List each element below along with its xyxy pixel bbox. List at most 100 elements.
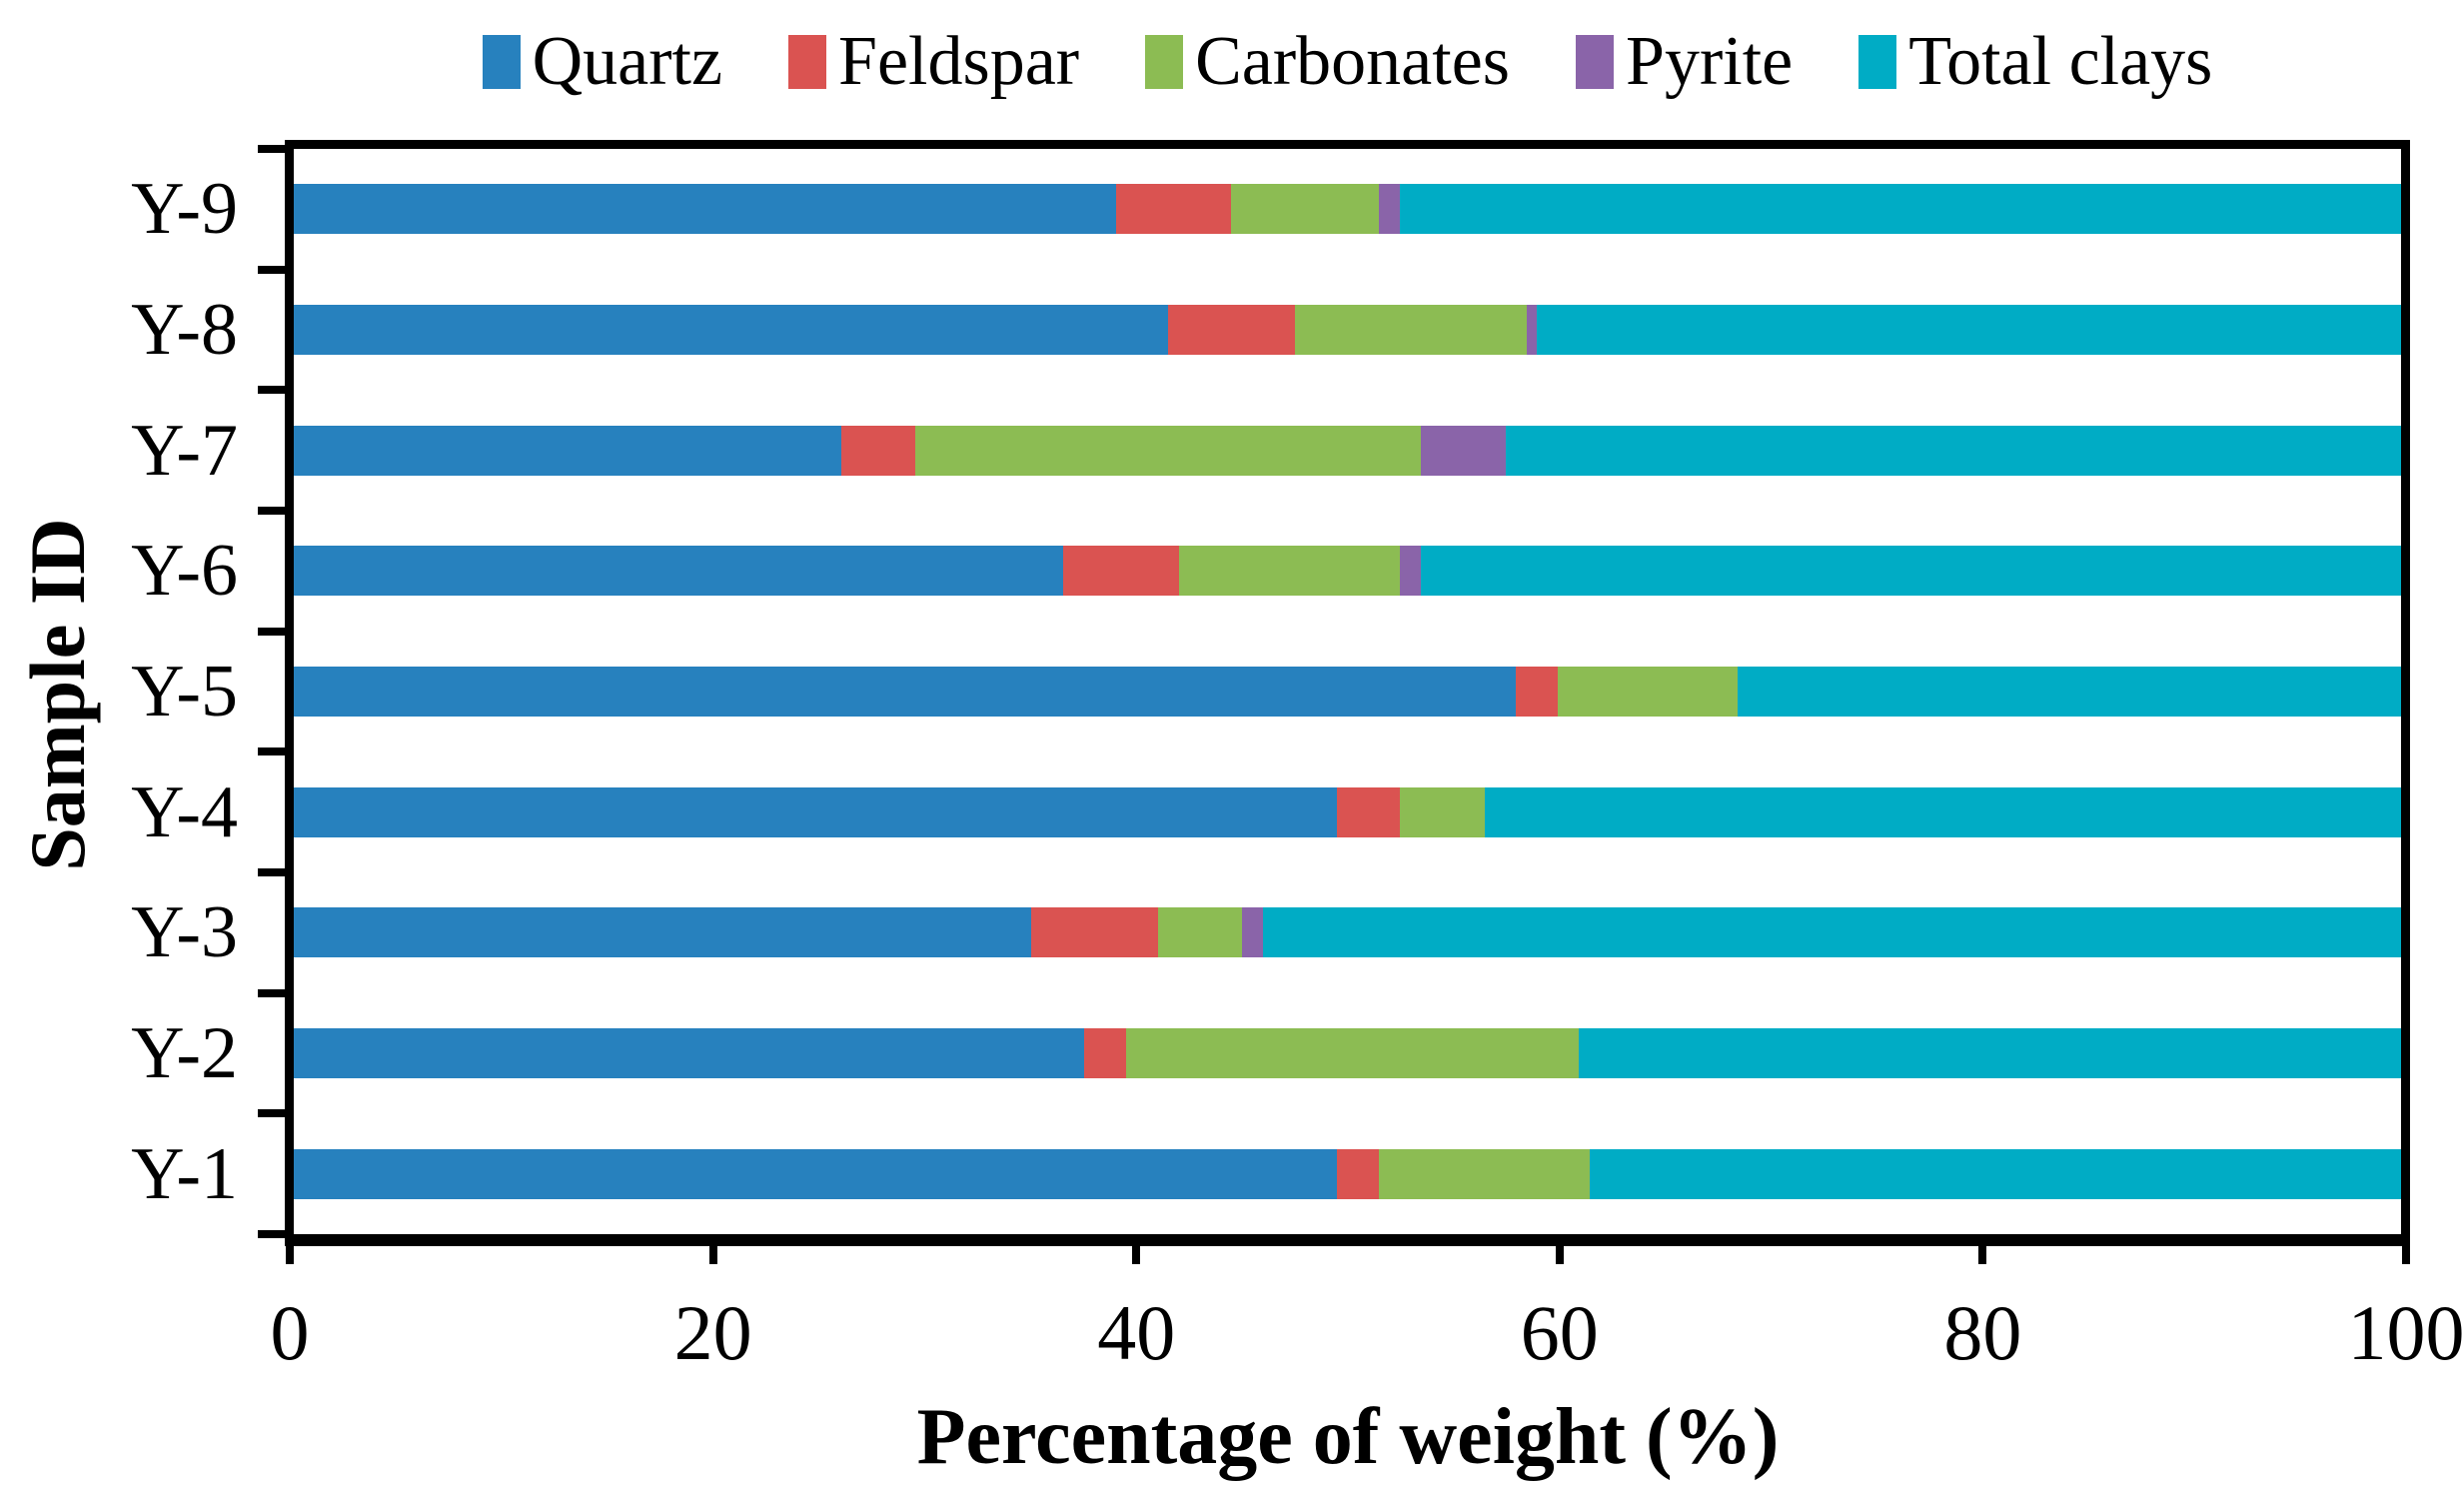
total-clays-swatch-icon	[1858, 35, 1897, 89]
bar-row-y-3	[294, 872, 2401, 993]
plot-frame-left	[285, 140, 294, 1246]
bar-segment-pyrite	[1421, 425, 1506, 476]
plot-frame-bottom	[285, 1234, 2410, 1246]
plot-frame-top	[285, 140, 2410, 149]
legend-item-feldspar: Feldspar	[788, 27, 1079, 97]
y-tick	[258, 145, 285, 153]
x-tick	[2402, 1246, 2410, 1264]
y-tick	[258, 867, 285, 876]
y-tick	[258, 265, 285, 274]
x-axis-title: Percentage of weight (%)	[916, 1393, 1780, 1481]
bar-segment-carbonates	[1558, 666, 1738, 717]
bar-segment-feldspar	[1031, 907, 1158, 958]
bar-segment-total-clays	[1537, 304, 2401, 355]
bar-segment-total-clays	[1421, 546, 2401, 597]
y-tick	[258, 988, 285, 997]
legend-item-pyrite: Pyrite	[1576, 27, 1793, 97]
bar-segment-feldspar	[1516, 666, 1559, 717]
y-tick-label-y-6: Y-6	[131, 530, 238, 613]
bar-segment-quartz	[294, 907, 1032, 958]
bar-segment-carbonates	[915, 425, 1422, 476]
bar-segment-feldspar	[1083, 1027, 1127, 1078]
pyrite-swatch-icon	[1576, 35, 1615, 89]
legend-item-carbonates: Carbonates	[1145, 27, 1510, 97]
bar-segment-quartz	[294, 1148, 1337, 1199]
bar-segment-pyrite	[1400, 546, 1422, 597]
bar-segment-carbonates	[1400, 786, 1485, 837]
bar-segment-feldspar	[1062, 546, 1179, 597]
x-tick	[286, 1246, 294, 1264]
bar-segment-carbonates	[1178, 546, 1401, 597]
bar-segment-carbonates	[1379, 1148, 1591, 1199]
bar-row-y-9	[294, 149, 2401, 270]
x-tick-label: 0	[270, 1289, 310, 1376]
bar-segment-carbonates	[1294, 304, 1527, 355]
carbonates-swatch-icon	[1145, 35, 1184, 89]
x-axis-ticks	[286, 1246, 2410, 1264]
x-axis-labels: 0 20 40 60 80 100	[271, 1289, 2464, 1376]
bar-segment-quartz	[294, 425, 842, 476]
y-tick	[258, 506, 285, 515]
bar-segment-feldspar	[1336, 1148, 1380, 1199]
legend: Quartz Feldspar Carbonates Pyrite Total clay…	[289, 14, 2406, 110]
quartz-swatch-icon	[482, 35, 521, 89]
x-tick-label: 80	[1943, 1289, 2022, 1376]
y-tick	[258, 1230, 285, 1238]
bar-row-y-6	[294, 511, 2401, 632]
legend-item-quartz: Quartz	[482, 23, 723, 100]
bar-segment-quartz	[294, 304, 1169, 355]
plot-area	[294, 149, 2401, 1234]
bar-segment-total-clays	[1263, 907, 2401, 958]
plot-frame-right	[2401, 140, 2410, 1246]
x-tick-label: 40	[1097, 1289, 1176, 1376]
bar-segment-total-clays	[1590, 1148, 2401, 1199]
y-tick	[258, 627, 285, 636]
bar-segment-quartz	[294, 666, 1517, 717]
legend-label: Total clays	[1908, 23, 2213, 100]
bar-row-y-8	[294, 270, 2401, 391]
x-tick	[1978, 1246, 1987, 1264]
y-tick-label-y-1: Y-1	[131, 1132, 238, 1215]
bar-segment-feldspar	[841, 425, 916, 476]
y-tick-label-y-9: Y-9	[131, 168, 238, 251]
y-tick-label-y-5: Y-5	[131, 651, 238, 733]
y-tick-label-y-3: Y-3	[131, 891, 238, 974]
y-axis-labels: Y-9 Y-8 Y-7 Y-6 Y-5 Y-4 Y-3 Y-2 Y-1	[0, 149, 238, 1234]
bar-segment-pyrite	[1242, 907, 1264, 958]
y-tick	[258, 386, 285, 395]
feldspar-swatch-icon	[788, 35, 827, 89]
x-tick-label: 20	[673, 1289, 752, 1376]
bar-segment-carbonates	[1157, 907, 1243, 958]
bar-row-y-2	[294, 993, 2401, 1114]
legend-label: Carbonates	[1195, 23, 1511, 100]
legend-label: Pyrite	[1626, 23, 1794, 100]
bar-segment-pyrite	[1379, 184, 1401, 235]
bar-segment-quartz	[294, 786, 1337, 837]
x-tick-label: 60	[1520, 1289, 1599, 1376]
bar-row-y-1	[294, 1113, 2401, 1234]
bar-segment-quartz	[294, 184, 1116, 235]
bar-segment-feldspar	[1168, 304, 1295, 355]
legend-label: Feldspar	[838, 23, 1080, 100]
y-tick-label-y-4: Y-4	[131, 770, 238, 853]
y-tick-label-y-7: Y-7	[131, 409, 238, 492]
y-tick-label-y-2: Y-2	[131, 1012, 238, 1094]
bar-segment-carbonates	[1231, 184, 1380, 235]
y-tick	[258, 1109, 285, 1118]
bar-segment-total-clays	[1737, 666, 2401, 717]
y-tick-label-y-8: Y-8	[131, 288, 238, 371]
x-tick	[1132, 1246, 1141, 1264]
bar-segment-total-clays	[1505, 425, 2401, 476]
legend-item-total-clays: Total clays	[1858, 27, 2212, 97]
legend-label: Quartz	[532, 23, 723, 100]
bar-segment-total-clays	[1579, 1027, 2401, 1078]
bar-segment-feldspar	[1115, 184, 1232, 235]
bar-segment-total-clays	[1400, 184, 2401, 235]
bar-segment-quartz	[294, 546, 1063, 597]
bar-row-y-4	[294, 751, 2401, 872]
x-tick	[1555, 1246, 1564, 1264]
bar-segment-quartz	[294, 1027, 1084, 1078]
y-axis-title: Sample ID	[14, 518, 101, 871]
bar-segment-pyrite	[1526, 304, 1538, 355]
